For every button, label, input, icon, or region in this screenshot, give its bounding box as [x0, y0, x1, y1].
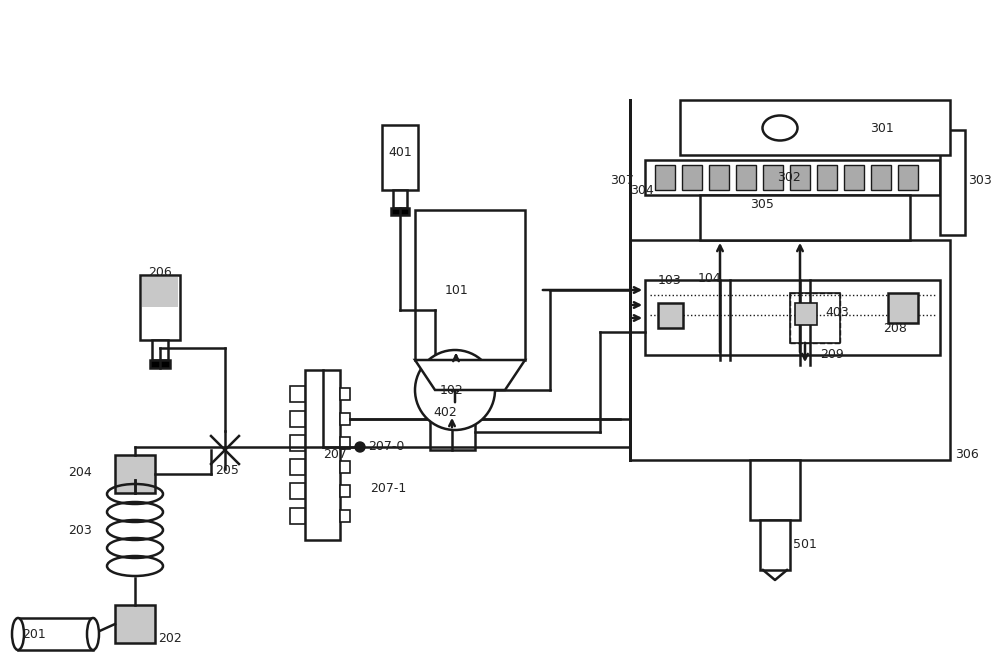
- Bar: [340, 388, 350, 400]
- Bar: [898, 165, 918, 190]
- Bar: [340, 510, 350, 521]
- Bar: [415, 210, 525, 360]
- Bar: [115, 455, 155, 493]
- Text: 102: 102: [440, 383, 464, 397]
- Bar: [790, 165, 810, 190]
- Bar: [391, 208, 409, 215]
- Polygon shape: [415, 360, 525, 390]
- Circle shape: [415, 350, 495, 430]
- Text: 203: 203: [68, 523, 92, 537]
- Text: 401: 401: [388, 145, 412, 158]
- Bar: [290, 483, 305, 500]
- Text: 207: 207: [323, 449, 347, 461]
- Bar: [680, 100, 950, 155]
- Bar: [152, 340, 168, 360]
- Bar: [340, 461, 350, 473]
- Bar: [682, 165, 702, 190]
- Bar: [844, 165, 864, 190]
- Bar: [645, 280, 940, 355]
- Bar: [393, 190, 407, 208]
- Bar: [142, 277, 178, 307]
- Bar: [940, 130, 965, 235]
- Bar: [340, 437, 350, 449]
- Bar: [305, 370, 340, 540]
- Ellipse shape: [87, 618, 99, 650]
- Text: 208: 208: [883, 321, 907, 335]
- Bar: [115, 605, 155, 643]
- Bar: [760, 520, 790, 570]
- Bar: [763, 165, 783, 190]
- Bar: [340, 412, 350, 424]
- Bar: [871, 165, 891, 190]
- Bar: [140, 275, 180, 340]
- Text: 306: 306: [955, 449, 979, 461]
- Bar: [290, 435, 305, 451]
- Text: 403: 403: [825, 306, 849, 319]
- Text: 302: 302: [778, 171, 801, 184]
- Bar: [18, 618, 93, 650]
- Text: 301: 301: [870, 121, 894, 135]
- Text: 304: 304: [630, 183, 654, 197]
- Circle shape: [355, 442, 365, 452]
- Text: 206: 206: [148, 265, 172, 279]
- Bar: [736, 165, 756, 190]
- Text: 209: 209: [820, 348, 844, 362]
- Bar: [817, 165, 837, 190]
- Bar: [790, 293, 840, 343]
- Bar: [700, 195, 910, 240]
- Bar: [290, 411, 305, 426]
- Text: 101: 101: [445, 284, 469, 296]
- Ellipse shape: [12, 618, 24, 650]
- Bar: [655, 165, 675, 190]
- Bar: [658, 303, 683, 328]
- Text: 204: 204: [68, 465, 92, 478]
- Bar: [795, 303, 817, 325]
- Bar: [382, 125, 418, 190]
- Text: 207-1: 207-1: [370, 482, 406, 494]
- Text: 307: 307: [610, 174, 634, 187]
- Bar: [430, 415, 475, 450]
- Bar: [630, 240, 950, 460]
- Text: 305: 305: [750, 199, 774, 211]
- Text: 104: 104: [698, 271, 722, 284]
- Bar: [290, 459, 305, 475]
- Text: 501: 501: [793, 539, 817, 552]
- Text: 303: 303: [968, 174, 992, 187]
- Text: 202: 202: [158, 632, 182, 645]
- Bar: [290, 508, 305, 524]
- Bar: [888, 293, 918, 323]
- Text: 207-0: 207-0: [368, 440, 404, 453]
- Ellipse shape: [763, 115, 798, 141]
- Bar: [290, 386, 305, 403]
- Bar: [150, 360, 170, 368]
- Text: 103: 103: [658, 273, 682, 286]
- Text: 205: 205: [215, 463, 239, 477]
- Text: 402: 402: [433, 407, 457, 420]
- Text: 201: 201: [22, 628, 46, 640]
- Bar: [709, 165, 729, 190]
- Bar: [645, 160, 940, 195]
- Bar: [340, 485, 350, 498]
- Bar: [750, 460, 800, 520]
